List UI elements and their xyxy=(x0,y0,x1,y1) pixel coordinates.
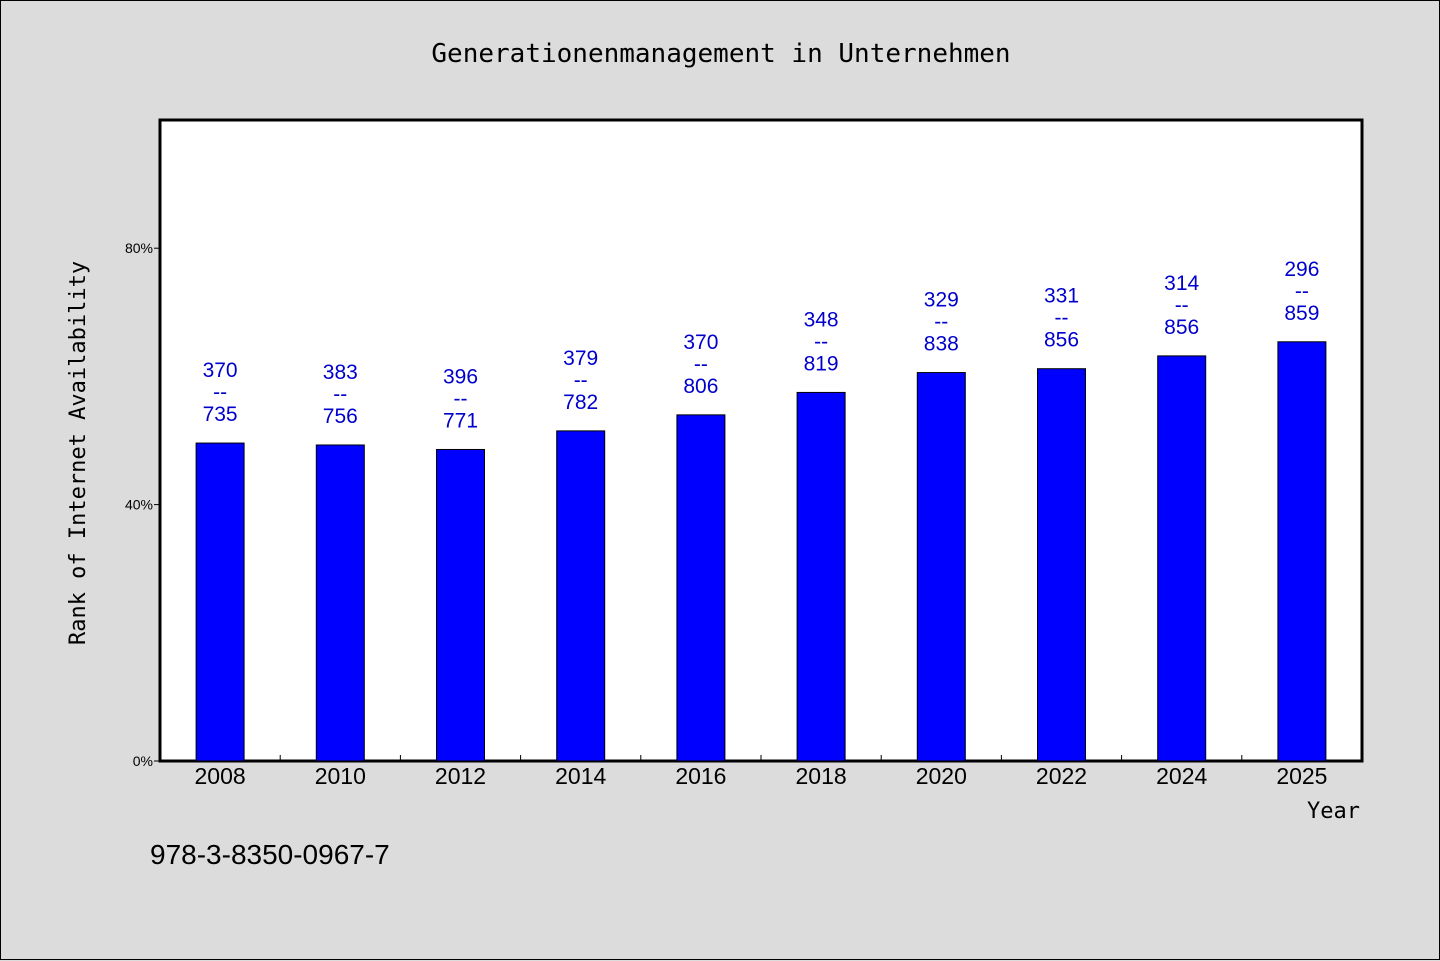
y-tick-label-40: 40% xyxy=(125,497,153,513)
x-tick-label-2022: 2022 xyxy=(1036,763,1087,789)
y-axis: 0% 40% 80% xyxy=(125,240,160,769)
bar-2014 xyxy=(556,430,606,762)
data-label-2024-top: 314 xyxy=(1164,272,1199,295)
data-label-2025-bottom: 859 xyxy=(1284,302,1319,325)
data-label-2018-separator: -- xyxy=(814,330,828,353)
data-label-2008-bottom: 735 xyxy=(203,403,238,426)
bar-2024 xyxy=(1157,355,1207,762)
data-label-2025-top: 296 xyxy=(1284,258,1319,281)
data-labels-layer: 370--735383--756396--771379--782370--806… xyxy=(203,258,1320,433)
data-label-2016-bottom: 806 xyxy=(683,375,718,398)
bar-2020 xyxy=(916,372,966,762)
x-tick-label-2016: 2016 xyxy=(675,763,726,789)
bar-2012 xyxy=(436,448,485,762)
data-label-2020-bottom: 838 xyxy=(924,333,959,356)
data-label-2024-bottom: 856 xyxy=(1164,316,1199,339)
data-label-2010-bottom: 756 xyxy=(323,405,358,428)
data-label-2016-top: 370 xyxy=(683,331,718,354)
data-label-2014-bottom: 782 xyxy=(563,391,598,414)
data-label-2022-top: 331 xyxy=(1044,285,1079,308)
x-tick-label-2014: 2014 xyxy=(555,763,606,789)
bar-2008 xyxy=(195,442,245,762)
x-tick-label-2018: 2018 xyxy=(796,763,847,789)
x-tick-label-2020: 2020 xyxy=(916,763,967,789)
data-label-2014-top: 379 xyxy=(563,347,598,370)
chart-title: Generationenmanagement in Unternehmen xyxy=(431,39,1010,69)
data-label-2025-separator: -- xyxy=(1295,280,1309,303)
data-label-2008-top: 370 xyxy=(203,359,238,382)
data-label-2018-bottom: 819 xyxy=(804,352,839,375)
x-tick-label-2025: 2025 xyxy=(1276,763,1327,789)
x-tick-label-2024: 2024 xyxy=(1156,763,1207,789)
data-label-2024-separator: -- xyxy=(1175,294,1189,317)
data-label-2010-top: 383 xyxy=(323,361,358,384)
bar-2016 xyxy=(676,414,726,762)
data-label-2020-top: 329 xyxy=(924,289,959,312)
x-axis-title: Year xyxy=(1307,799,1360,824)
data-label-2008-separator: -- xyxy=(213,381,227,404)
data-label-2016-separator: -- xyxy=(694,353,708,376)
x-tick-label-2010: 2010 xyxy=(315,763,366,789)
data-label-2012-separator: -- xyxy=(454,387,468,410)
x-axis: 2008 2010 2012 2014 2016 2018 2020 2022 2024 2025 xyxy=(195,755,1327,789)
bar-2018 xyxy=(796,391,846,762)
isbn-footer: 978-3-8350-0967-7 xyxy=(150,839,390,870)
x-tick-label-2008: 2008 xyxy=(195,763,246,789)
bar-2010 xyxy=(315,444,365,762)
bars-layer xyxy=(195,341,1327,762)
bar-2022 xyxy=(1037,368,1086,762)
data-label-2022-separator: -- xyxy=(1055,307,1069,330)
data-label-2022-bottom: 856 xyxy=(1044,329,1079,352)
y-axis-title: Rank of Internet Availability xyxy=(66,261,91,645)
y-tick-label-0: 0% xyxy=(133,753,153,769)
data-label-2020-separator: -- xyxy=(934,311,948,334)
y-tick-label-80: 80% xyxy=(125,240,153,256)
bar-2025 xyxy=(1277,341,1327,762)
data-label-2014-separator: -- xyxy=(574,369,588,392)
data-label-2018-top: 348 xyxy=(804,308,839,331)
x-tick-label-2012: 2012 xyxy=(435,763,486,789)
data-label-2012-bottom: 771 xyxy=(443,409,478,432)
data-label-2012-top: 396 xyxy=(443,365,478,388)
data-label-2010-separator: -- xyxy=(333,383,347,406)
